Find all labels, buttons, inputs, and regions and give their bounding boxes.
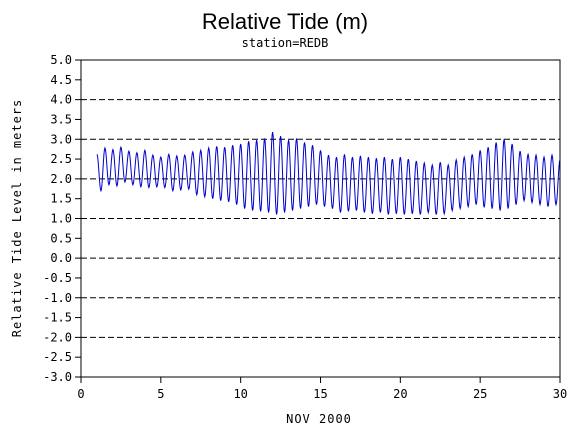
y-tick-label: -2.0 (43, 330, 72, 344)
y-tick-label: 2.0 (50, 172, 72, 186)
gridlines (81, 59, 560, 378)
x-tick-label: 15 (313, 387, 327, 401)
y-tick-label: -2.5 (43, 350, 72, 364)
x-axis-label: NOV 2000 (286, 412, 352, 426)
y-tick-label: 0.5 (50, 231, 72, 245)
y-tick-label: 3.5 (50, 112, 72, 126)
chart-title: Relative Tide (m) (202, 9, 368, 34)
y-tick-label: 3.0 (50, 132, 72, 146)
y-tick-label: 1.0 (50, 212, 72, 226)
tide-series (96, 132, 561, 216)
y-axis-label: Relative Tide Level in meters (10, 99, 24, 338)
chart-subtitle: station=REDB (242, 36, 329, 50)
y-tick-label: -1.0 (43, 291, 72, 305)
tide-line (96, 132, 561, 216)
y-tick-label: 4.0 (50, 93, 72, 107)
x-tick-label: 0 (77, 387, 84, 401)
y-tick-label: -1.5 (43, 311, 72, 325)
y-tick-label: 0.0 (50, 251, 72, 265)
x-tick-label: 25 (473, 387, 487, 401)
y-tick-label: 5.0 (50, 53, 72, 67)
y-tick-label: 2.5 (50, 152, 72, 166)
y-tick-label: 4.5 (50, 73, 72, 87)
y-axis: 5.0 4.5 4.0 3.5 3.0 2.5 2.0 1.5 1.0 0.5 0.0 -0.5 -1.… (43, 53, 81, 384)
y-tick-label: -0.5 (43, 271, 72, 285)
y-tick-label: 1.5 (50, 192, 72, 206)
y-tick-label: -3.0 (43, 370, 72, 384)
x-tick-label: 5 (157, 387, 164, 401)
x-tick-label: 30 (553, 387, 567, 401)
x-tick-label: 20 (393, 387, 407, 401)
x-axis: 0 5 10 15 20 25 30 (77, 377, 567, 401)
x-tick-label: 10 (233, 387, 247, 401)
